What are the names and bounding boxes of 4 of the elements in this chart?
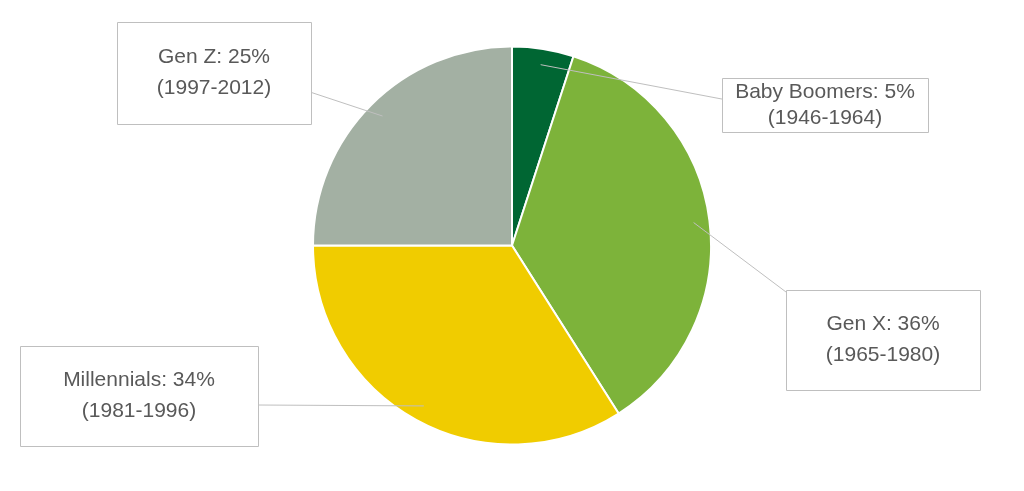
slice-label: Millennials: 34% (1981-1996) <box>63 367 215 422</box>
slice-label: Gen Z: 25% (1997-2012) <box>156 44 272 99</box>
slice-label: Baby Boomers: 5% (1946-1964) <box>735 78 915 128</box>
slice-label: Gen X: 36% (1965-1980) <box>825 311 941 366</box>
